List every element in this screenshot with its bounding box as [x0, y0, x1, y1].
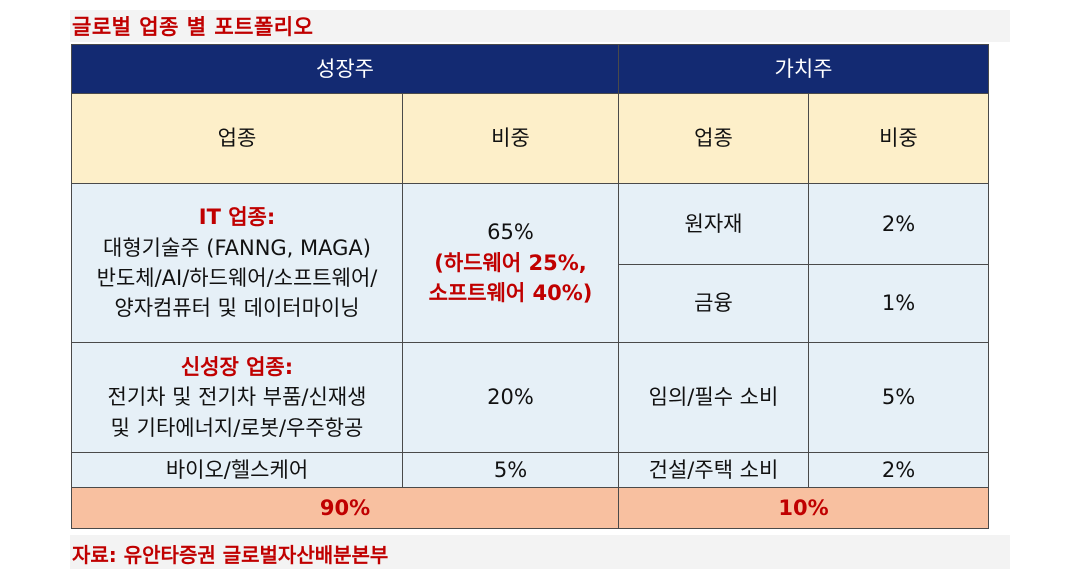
- growth-weight-header: 비중: [402, 93, 619, 184]
- total-row: 90% 10%: [71, 487, 989, 529]
- table-row: 신성장 업종: 전기차 및 전기차 부품/신재생 및 기타에너지/로봇/우주항공…: [71, 342, 989, 453]
- it-line: 대형기술주 (FANNG, MAGA): [103, 235, 371, 260]
- new-growth-weight-cell: 20%: [402, 342, 619, 453]
- value-weight-cell: 2%: [808, 452, 989, 488]
- value-sector-cell: 임의/필수 소비: [618, 342, 809, 453]
- value-group-header: 가치주: [618, 44, 989, 94]
- value-weight-cell: 1%: [808, 264, 989, 343]
- new-growth-category-label: 신성장 업종:: [180, 354, 294, 379]
- new-growth-sector-cell: 신성장 업종: 전기차 및 전기차 부품/신재생 및 기타에너지/로봇/우주항공: [71, 342, 403, 453]
- page-title: 글로벌 업종 별 포트폴리오: [72, 15, 314, 39]
- bio-sector-cell: 바이오/헬스케어: [71, 452, 403, 488]
- portfolio-table: 성장주 가치주 업종 비중 업종 비중 IT 업종: 대형기술주 (FANNG,…: [71, 44, 989, 529]
- value-sector-header: 업종: [618, 93, 809, 184]
- it-weight: 65%: [487, 220, 534, 245]
- value-sector-cell: 건설/주택 소비: [618, 452, 809, 488]
- value-weight-cell: 2%: [808, 183, 989, 265]
- value-sector-cell: 원자재: [618, 183, 809, 265]
- it-sector-cell: IT 업종: 대형기술주 (FANNG, MAGA) 반도체/AI/하드웨어/소…: [71, 183, 403, 343]
- new-growth-line: 전기차 및 전기차 부품/신재생: [107, 385, 367, 410]
- source-note: 자료: 유안타증권 글로벌자산배분본부: [72, 543, 389, 567]
- value-sector-cell: 금융: [618, 264, 809, 343]
- value-weight-header: 비중: [808, 93, 989, 184]
- it-line: 양자컴퓨터 및 데이터마이닝: [114, 296, 360, 321]
- table-row: IT 업종: 대형기술주 (FANNG, MAGA) 반도체/AI/하드웨어/소…: [71, 183, 989, 343]
- title-band: [70, 10, 1010, 42]
- column-header-row: 업종 비중 업종 비중: [71, 93, 989, 184]
- it-weight-cell: 65% (하드웨어 25%, 소프트웨어 40%): [402, 183, 619, 343]
- table-row: 바이오/헬스케어 5% 건설/주택 소비 2%: [71, 452, 989, 488]
- source-band: [70, 535, 1010, 569]
- it-line: 반도체/AI/하드웨어/소프트웨어/: [96, 266, 378, 290]
- new-growth-line: 및 기타에너지/로봇/우주항공: [110, 415, 364, 440]
- it-weight-detail: (하드웨어 25%,: [434, 250, 587, 275]
- bio-weight-cell: 5%: [402, 452, 619, 488]
- growth-sector-header: 업종: [71, 93, 403, 184]
- value-weight-cell: 5%: [808, 342, 989, 453]
- value-total: 10%: [618, 487, 989, 529]
- growth-total: 90%: [71, 487, 619, 529]
- table-row: 금융 1%: [72, 264, 989, 343]
- group-header-row: 성장주 가치주: [71, 44, 989, 94]
- it-weight-detail: 소프트웨어 40%): [428, 281, 593, 306]
- growth-group-header: 성장주: [71, 44, 619, 94]
- it-category-label: IT 업종:: [198, 205, 276, 230]
